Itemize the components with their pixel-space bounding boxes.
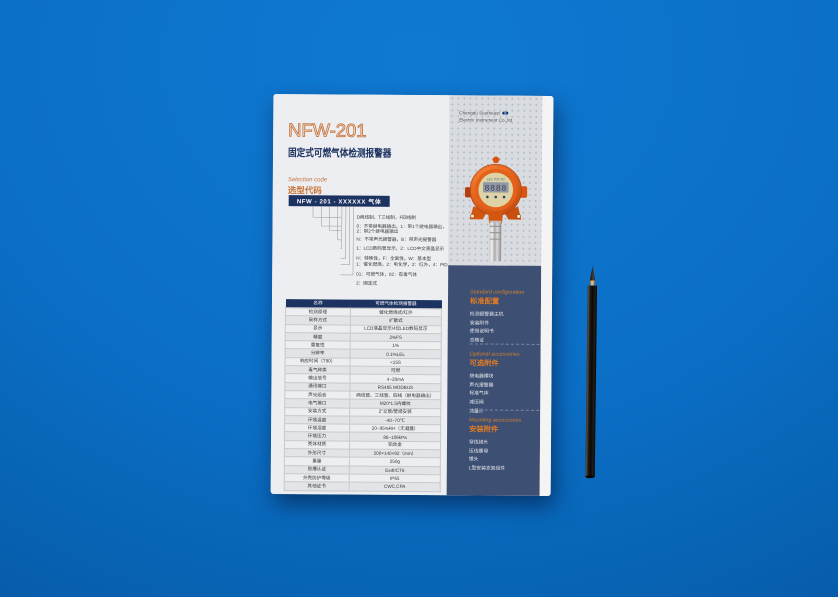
- svg-text:NFW-201: NFW-201: [288, 120, 367, 141]
- svg-text:8888: 8888: [484, 183, 507, 193]
- svg-text:LEL TOX O2: LEL TOX O2: [487, 177, 505, 181]
